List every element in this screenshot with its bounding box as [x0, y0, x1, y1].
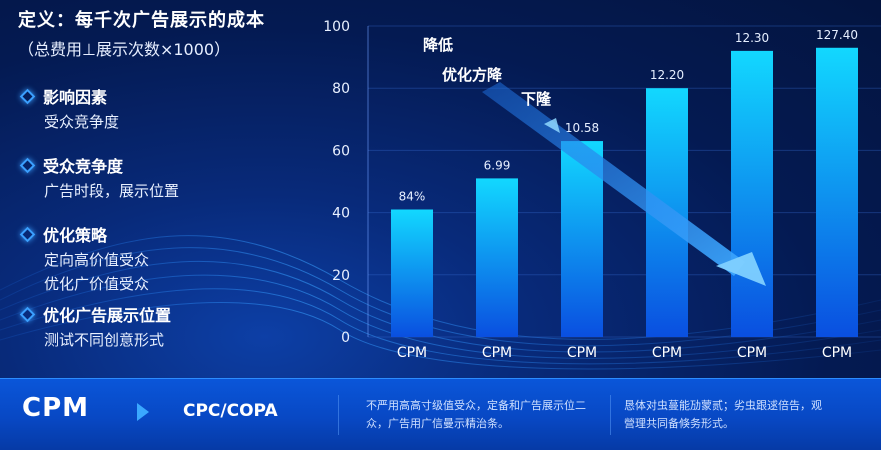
x-tick-label: CPM [737, 345, 767, 361]
data-label: 6.99 [484, 158, 511, 172]
x-tick-label: CPM [567, 345, 597, 361]
factor-line: 广告时段，展示位置 [44, 182, 180, 200]
definition-block: 定义：每千次广告展示的成本 （总费用⊥展示次数×1000） [18, 6, 318, 60]
factor-line: 优化广价值受众 [44, 275, 150, 293]
note-line: 不严用高高寸级值受众，定备和广告展示位二 [366, 399, 586, 412]
y-tick-label: 60 [332, 143, 350, 159]
data-label: 10.58 [565, 121, 599, 135]
divider [338, 395, 339, 435]
bar [731, 50, 773, 337]
factor-line: 测试不同创意形式 [44, 331, 165, 349]
y-tick-label: 0 [341, 330, 350, 346]
trend-arrow-shaft [482, 82, 745, 276]
factor-title: 影响因素 [43, 88, 108, 107]
annotation: 下隆 [521, 90, 552, 108]
definition-subtitle: （总费用⊥展示次数×1000） [18, 40, 231, 59]
note-line: 恳体对虫蔓能劢蒙贰；劣虫跟逑倍告，观 [624, 399, 822, 412]
play-arrow-icon [137, 403, 149, 421]
note-line: 營理共同备倏务形式。 [624, 417, 734, 430]
factor-line: 定向高价值受众 [44, 251, 150, 269]
factor-title: 优化策略 [43, 226, 108, 245]
factor-line: 受众竞争度 [44, 113, 120, 131]
bar [391, 209, 433, 337]
bar [476, 178, 518, 337]
data-label: 84% [399, 189, 426, 203]
y-tick-label: 80 [332, 81, 350, 97]
factor-strategy: 优化策略 定向高价值受众 优化广价值受众 [19, 222, 150, 294]
small-arrow-icon [544, 118, 560, 133]
factor-title: 受众竞争度 [43, 157, 124, 176]
bottom-cpc-label: CPC/COPA [183, 401, 278, 421]
divider [610, 395, 611, 435]
y-tick-label: 100 [323, 19, 350, 35]
x-tick-label: CPM [482, 345, 512, 361]
x-tick-label: CPM [822, 345, 852, 361]
data-label: 12.30 [735, 31, 769, 45]
cpm-bar-chart: 0 20 40 60 80 100 84% CPM 6.99 CPM 10.58 CPM 12.20 CP… [323, 19, 881, 361]
bottom-banner: CPM CPC/COPA 不严用高高寸级值受众，定备和广告展示位二 众，广告用广… [0, 378, 881, 450]
bar [816, 47, 858, 338]
data-label: 12.20 [650, 68, 684, 82]
definition-title: 定义：每千次广告展示的成本 [18, 10, 265, 31]
bottom-note-2: 恳体对虫蔓能劢蒙贰；劣虫跟逑倍告，观 營理共同备倏务形式。 [624, 397, 822, 433]
y-tick-label: 40 [332, 206, 350, 222]
x-tick-label: CPM [652, 345, 682, 361]
bottom-cpm-label: CPM [22, 393, 90, 423]
trend-arrowhead-icon [716, 252, 766, 286]
bottom-note-1: 不严用高高寸级值受众，定备和广告展示位二 众，广告用广信曼示精治条。 [366, 397, 586, 433]
data-label: 127.40 [816, 28, 858, 42]
factor-title: 优化广告展示位置 [43, 306, 172, 325]
factor-placement: 优化广告展示位置 测试不同创意形式 [19, 302, 172, 350]
x-tick-label: CPM [397, 345, 427, 361]
y-tick-label: 20 [332, 268, 350, 284]
annotation: 降低 [423, 36, 453, 54]
note-line: 众，广告用广信曼示精治条。 [366, 417, 509, 430]
factor-influence: 影响因素 受众竞争度 [19, 84, 120, 132]
factor-competition: 受众竞争度 广告时段，展示位置 [19, 153, 180, 201]
annotation: 优化方降 [442, 66, 503, 84]
